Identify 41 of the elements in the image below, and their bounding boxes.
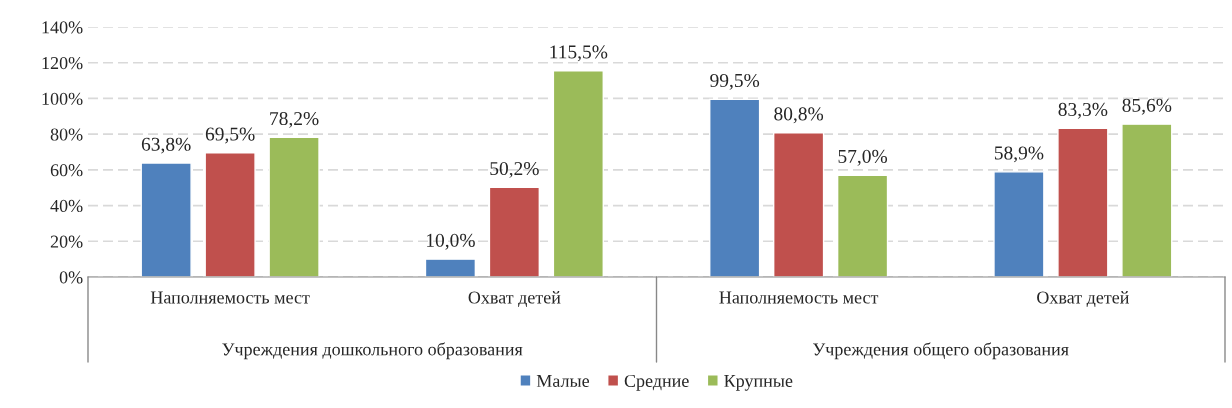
data-label: 80,8%	[774, 107, 824, 124]
bar	[552, 70, 604, 277]
data-label: 85,6%	[1122, 98, 1172, 115]
bar	[268, 136, 320, 277]
bar	[488, 186, 541, 277]
text: Учреждения общего образования	[813, 342, 1069, 360]
x-tick-label: Наполняемость мест	[719, 291, 879, 304]
x-tick-label: Охват детей	[1037, 291, 1129, 307]
y-tick-label: 100%	[42, 92, 83, 105]
y-tick-label: 140%	[42, 21, 83, 34]
y-tick-label: 60%	[50, 164, 83, 177]
y-tick-label: 20%	[50, 235, 83, 248]
legend-label: Крупные	[724, 375, 793, 391]
legend-label: Средние	[624, 374, 689, 391]
bar	[204, 152, 256, 277]
text: Учреждения дошкольного образования	[222, 342, 523, 360]
bar	[709, 98, 761, 277]
data-label: 78,2%	[270, 111, 319, 128]
x-tick-label: Наполняемость мест	[150, 291, 310, 304]
bar	[1057, 127, 1109, 277]
data-label: 57,0%	[838, 149, 888, 166]
bar	[772, 132, 825, 277]
data-label: 115,5%	[550, 45, 608, 62]
data-label: 58,9%	[994, 146, 1044, 163]
data-label: 50,2%	[490, 161, 539, 178]
bar	[1121, 123, 1173, 277]
bar	[424, 258, 477, 277]
data-label: 63,8%	[141, 137, 191, 154]
y-tick-label: 0%	[59, 271, 83, 284]
bar	[993, 171, 1045, 277]
bar	[836, 174, 889, 277]
data-label: 99,5%	[710, 73, 760, 90]
data-label: 83,3%	[1058, 102, 1108, 119]
y-tick-label: 40%	[50, 199, 83, 213]
data-label: 10,0%	[427, 233, 475, 250]
data-label: 69,5%	[205, 127, 255, 144]
y-tick-label: 120%	[42, 56, 83, 70]
legend-label: Малые	[536, 375, 590, 388]
bar	[140, 162, 192, 277]
x-tick-label: Охват детей	[468, 291, 561, 307]
y-tick-label: 80%	[50, 128, 83, 141]
